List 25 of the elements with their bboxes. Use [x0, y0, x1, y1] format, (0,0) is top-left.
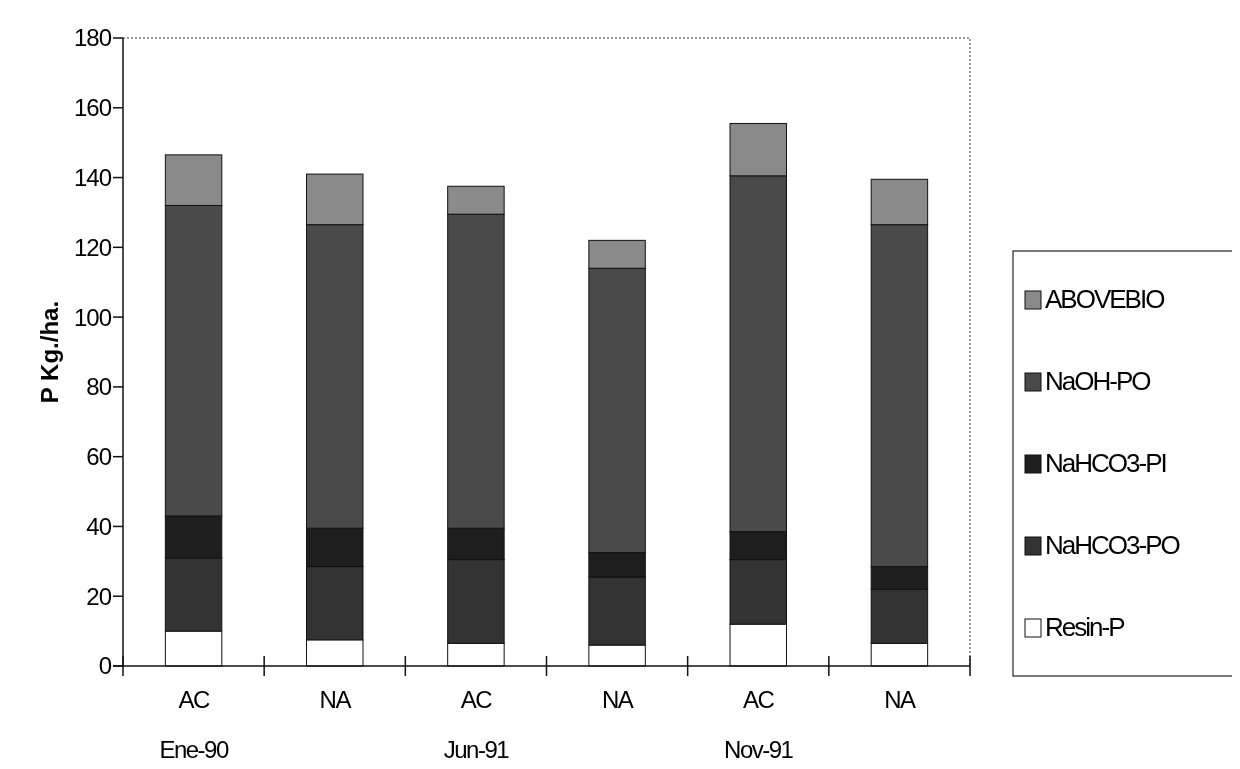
- y-tick-label: 180: [73, 24, 112, 52]
- legend-label: NaHCO3-PI: [1045, 448, 1166, 478]
- y-tick-label: 20: [86, 582, 112, 610]
- y-tick-label: 0: [98, 652, 112, 680]
- y-tick-label: 100: [73, 303, 112, 331]
- y-tick-label: 60: [86, 443, 112, 471]
- y-tick-label: 160: [73, 94, 112, 122]
- y-tick-label: 140: [73, 163, 112, 191]
- y-axis-title: P Kg./ha.: [36, 300, 63, 404]
- text: Ene-90: [159, 736, 229, 763]
- legend-label: Resin-P: [1045, 612, 1125, 642]
- y-tick-label: 120: [73, 233, 112, 261]
- legend-label: NaOH-PO: [1045, 366, 1151, 396]
- x-tick-label: AC: [743, 686, 775, 713]
- x-tick-label: NA: [601, 686, 634, 713]
- y-tick-label: 80: [86, 373, 112, 401]
- x-tick-label: NA: [319, 686, 352, 713]
- x-tick-label: AC: [178, 686, 210, 713]
- legend-label: ABOVEBIO: [1045, 284, 1165, 314]
- legend-label: NaHCO3-PO: [1045, 530, 1180, 560]
- text: Nov-91: [724, 736, 794, 763]
- y-tick-label: 40: [86, 512, 112, 540]
- x-tick-label: NA: [884, 686, 917, 713]
- text: Jun-91: [443, 736, 510, 763]
- x-tick-label: AC: [460, 686, 493, 713]
